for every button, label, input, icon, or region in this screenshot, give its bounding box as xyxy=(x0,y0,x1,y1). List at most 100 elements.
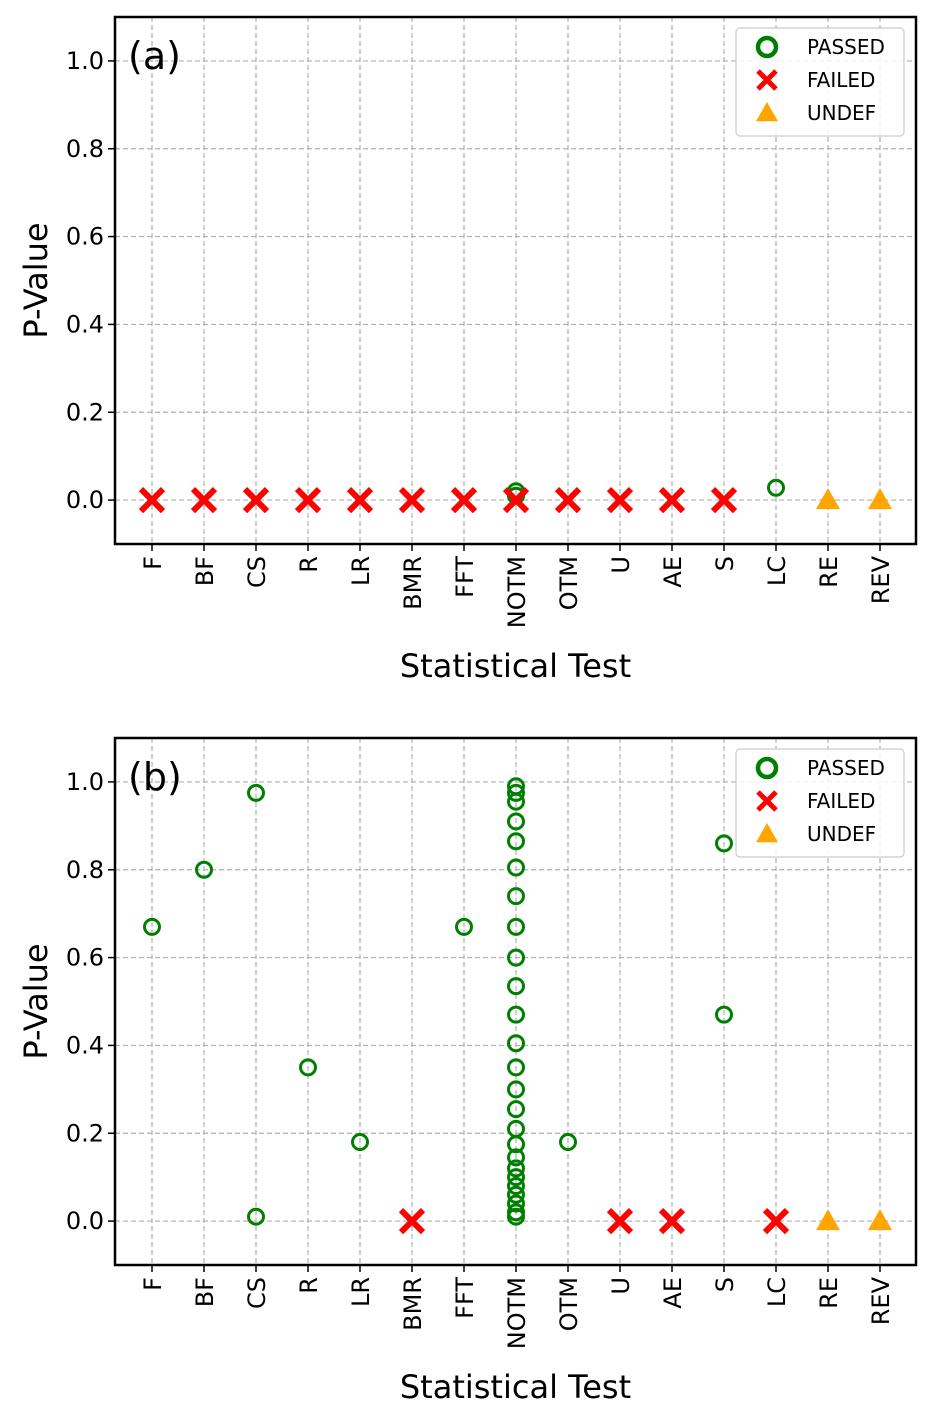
point-passed xyxy=(559,1133,577,1152)
x-tick-label: F xyxy=(139,1277,167,1291)
point-passed xyxy=(507,977,525,996)
point-undef xyxy=(816,488,840,510)
point-passed xyxy=(507,1185,525,1204)
y-tick-label: 0.4 xyxy=(66,1031,104,1059)
x-tick-label: S xyxy=(711,556,739,571)
x-tick-label: OTM xyxy=(555,556,583,610)
legend-marker-undef xyxy=(756,823,778,843)
point-failed xyxy=(710,486,738,514)
y-tick-label: 1.0 xyxy=(66,768,104,796)
y-tick-label: 0.2 xyxy=(66,1119,104,1147)
x-tick-label: BMR xyxy=(399,1277,427,1331)
x-tick-label: U xyxy=(607,556,635,574)
y-tick-label: 0.2 xyxy=(66,398,104,426)
y-tick-label: 0.8 xyxy=(66,856,104,884)
point-failed xyxy=(554,486,582,514)
legend-marker-passed xyxy=(755,756,779,780)
point-failed xyxy=(398,486,426,514)
point-passed xyxy=(507,1058,525,1077)
point-passed xyxy=(507,783,525,802)
x-tick-label: LC xyxy=(763,1277,791,1307)
point-passed xyxy=(507,1176,525,1195)
point-passed xyxy=(507,858,525,877)
panel-a: 0.0 0.2 0.4 0.6 0.8 1.0 F BF CS R LR BMR FFT NOTM OTM U… xyxy=(17,15,918,685)
point-passed xyxy=(195,860,213,879)
point-passed xyxy=(507,1005,525,1024)
point-passed xyxy=(247,783,265,802)
y-tick-label: 0.0 xyxy=(66,1207,104,1235)
point-passed xyxy=(507,1194,525,1213)
point-passed xyxy=(507,917,525,936)
x-tick-label: BMR xyxy=(399,556,427,610)
point-failed xyxy=(346,486,374,514)
point-passed xyxy=(715,834,733,853)
point-failed xyxy=(606,486,634,514)
point-passed xyxy=(507,1080,525,1099)
x-tick-label: RE xyxy=(815,1277,843,1309)
point-passed xyxy=(143,917,161,936)
y-tick-label: 1.0 xyxy=(66,47,104,75)
x-tick-label: FFT xyxy=(451,556,479,598)
plot-frame xyxy=(113,15,918,546)
point-failed xyxy=(138,486,166,514)
point-failed xyxy=(190,486,218,514)
legend-marker-passed xyxy=(755,35,779,59)
point-undef xyxy=(816,1209,840,1231)
panel-b: 0.0 0.2 0.4 0.6 0.8 1.0 F BF CS R LR BMR FFT NOTM OTM U… xyxy=(17,736,918,1406)
x-tick-label: LC xyxy=(763,556,791,586)
legend-label-failed: FAILED xyxy=(807,789,875,813)
x-tick-label: NOTM xyxy=(503,1277,531,1349)
point-passed xyxy=(507,1148,525,1167)
x-tick-label: R xyxy=(295,556,323,573)
point-passed xyxy=(507,1034,525,1053)
x-tick-label: OTM xyxy=(555,1277,583,1331)
legend-label-passed: PASSED xyxy=(807,756,885,780)
plot-frame xyxy=(113,736,918,1267)
legend-marker-failed xyxy=(756,790,778,812)
point-undef xyxy=(868,1209,892,1231)
x-tick-label: CS xyxy=(243,556,271,588)
x-tick-label: BF xyxy=(191,556,219,586)
x-tick-label: REV xyxy=(867,1276,895,1325)
point-failed xyxy=(658,486,686,514)
point-passed xyxy=(507,1100,525,1119)
y-tick-label: 0.8 xyxy=(66,135,104,163)
x-tick-label: NOTM xyxy=(503,556,531,628)
point-passed xyxy=(507,1207,525,1226)
x-tick-label: LR xyxy=(347,556,375,586)
x-tick-label: R xyxy=(295,1277,323,1294)
point-failed xyxy=(398,1207,426,1235)
y-tick-label: 0.6 xyxy=(66,223,104,251)
point-failed xyxy=(658,1207,686,1235)
point-failed xyxy=(242,486,270,514)
y-tick-label: 0.0 xyxy=(66,486,104,514)
legend-label-passed: PASSED xyxy=(807,35,885,59)
point-passed xyxy=(507,1159,525,1178)
point-passed xyxy=(351,1133,369,1152)
point-passed xyxy=(455,917,473,936)
legend-box xyxy=(735,748,905,858)
point-failed xyxy=(762,1207,790,1235)
y-tick-label: 0.6 xyxy=(66,944,104,972)
legend-label-undef: UNDEF xyxy=(807,101,876,125)
point-passed xyxy=(507,948,525,967)
point-failed xyxy=(502,486,530,514)
legend-box xyxy=(735,27,905,137)
legend: PASSED FAILED UNDEF xyxy=(735,27,905,137)
legend-marker-undef xyxy=(756,102,778,122)
x-axis-title: Statistical Test xyxy=(400,647,631,685)
point-passed xyxy=(715,1005,733,1024)
y-axis-title: P-Value xyxy=(17,222,55,338)
x-tick-label: U xyxy=(607,1277,635,1295)
legend-marker-failed xyxy=(756,69,778,91)
y-axis-title: P-Value xyxy=(17,943,55,1059)
point-undef xyxy=(868,488,892,510)
x-tick-label: AE xyxy=(659,1277,687,1309)
point-passed xyxy=(507,832,525,851)
x-tick-label: S xyxy=(711,1277,739,1292)
panel-label: (b) xyxy=(128,755,182,799)
x-tick-label: RE xyxy=(815,556,843,588)
point-failed xyxy=(606,1207,634,1235)
x-tick-label: REV xyxy=(867,555,895,604)
